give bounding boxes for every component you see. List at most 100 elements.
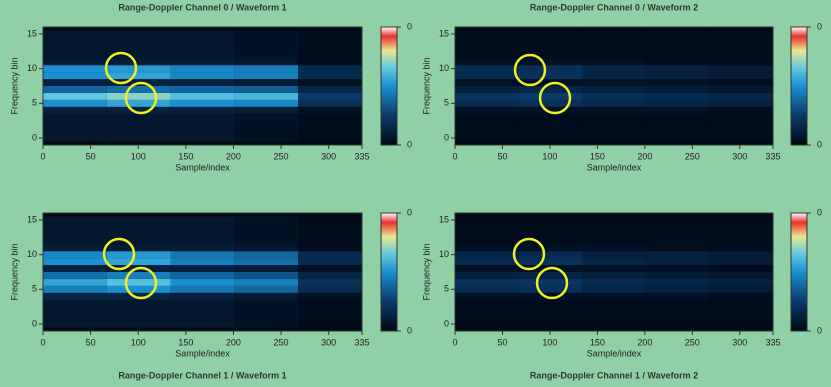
heatmap-cell <box>582 127 646 135</box>
heatmap-cell <box>582 113 646 121</box>
heatmap-cell <box>518 306 583 314</box>
heatmap-cell <box>170 237 235 245</box>
heatmap-cell <box>106 251 171 259</box>
heatmap-cell <box>106 292 171 300</box>
x-tick-label: 0 <box>452 151 457 161</box>
heatmap-cell <box>455 223 519 231</box>
colorbar-tick-label: 0 <box>407 207 412 217</box>
heatmap-cell <box>518 320 583 328</box>
heatmap-cell <box>43 120 107 128</box>
heatmap-cell <box>298 99 362 107</box>
plot-frame <box>42 212 363 332</box>
heatmap-cell <box>645 258 710 266</box>
plot-frame <box>454 212 774 332</box>
heatmap-cell <box>234 44 299 52</box>
heatmap-cell <box>455 120 519 128</box>
heatmap-cell <box>106 230 171 238</box>
heatmap-cell <box>298 306 362 314</box>
x-tick-label: 200 <box>226 337 241 347</box>
heatmap-cell <box>234 244 299 252</box>
heatmap-cell <box>645 134 710 142</box>
y-axis-label: Frequency bin <box>421 57 431 114</box>
heatmap-cell <box>298 285 362 293</box>
heatmap-cell <box>298 37 362 45</box>
heatmap-cell <box>170 51 235 59</box>
heatmap-cell <box>518 223 583 231</box>
x-tick-label: 50 <box>86 337 96 347</box>
x-tick-label: 300 <box>321 151 336 161</box>
heatmap-cell <box>43 216 107 224</box>
heatmap-cell <box>234 230 299 238</box>
heatmap-cell <box>709 99 773 107</box>
heatmap-cell <box>518 86 583 93</box>
heatmap-cell <box>234 79 299 86</box>
heatmap-cell <box>106 244 171 252</box>
y-tick-label: 5 <box>444 284 449 294</box>
heatmap-cell <box>582 292 646 300</box>
colorbar <box>790 26 808 146</box>
heatmap-cell <box>518 72 583 80</box>
heatmap-cell <box>298 272 362 279</box>
x-tick-label: 100 <box>131 151 146 161</box>
heatmap-cell <box>43 251 107 259</box>
heatmap-cell <box>43 292 107 300</box>
heatmap-cell <box>170 278 235 286</box>
heatmap-cell <box>170 72 235 80</box>
heatmap-cell <box>298 292 362 300</box>
heatmap-cell <box>298 86 362 93</box>
heatmap-cell <box>582 134 646 142</box>
heatmap-cell <box>582 51 646 59</box>
x-tick-label: 250 <box>274 151 289 161</box>
heatmap-cell <box>234 292 299 300</box>
heatmap-cell <box>709 65 773 73</box>
heatmap-cell <box>455 58 519 66</box>
heatmap-cell <box>455 299 519 307</box>
y-tick-label: 0 <box>444 318 449 328</box>
heatmap-cell <box>106 92 171 100</box>
heatmap-cell <box>170 306 235 314</box>
heatmap-cell <box>518 251 583 259</box>
x-axis-label: Sample/index <box>175 162 230 172</box>
heatmap-cell <box>106 106 171 114</box>
heatmap-cell <box>455 251 519 259</box>
heatmap-cell <box>234 30 299 38</box>
heatmap-cell <box>43 299 107 307</box>
heatmap-cell <box>298 92 362 100</box>
x-tick-label: 100 <box>131 337 146 347</box>
heatmap-cell <box>170 320 235 328</box>
heatmap-cell <box>455 92 519 100</box>
heatmap-cell <box>709 292 773 300</box>
heatmap-cell <box>106 272 171 279</box>
y-axis-label: Frequency bin <box>9 57 19 114</box>
heatmap-cell <box>43 79 107 86</box>
heatmap-cell <box>518 258 583 266</box>
colorbar-tick-label: 0 <box>817 21 822 31</box>
heatmap-cell <box>43 278 107 286</box>
x-tick-label: 50 <box>497 337 507 347</box>
heatmap-cell <box>234 313 299 321</box>
heatmap-cell <box>455 86 519 93</box>
heatmap-cell <box>645 86 710 93</box>
heatmap-cell <box>106 37 171 45</box>
heatmap-cell <box>455 285 519 293</box>
heatmap-cell <box>645 272 710 279</box>
heatmap-cell <box>170 285 235 293</box>
heatmap-cell <box>170 258 235 266</box>
heatmap-cell <box>518 106 583 114</box>
heatmap-cell <box>106 86 171 93</box>
heatmap-cell <box>43 237 107 245</box>
heatmap-cell <box>234 223 299 231</box>
heatmap-cell <box>455 237 519 245</box>
heatmap-cell <box>709 72 773 80</box>
heatmap-cell <box>43 320 107 328</box>
highlight-circle <box>104 51 138 85</box>
heatmap-cell <box>234 299 299 307</box>
heatmap-cell <box>645 278 710 286</box>
heatmap-cell <box>298 216 362 224</box>
heatmap-cell <box>455 79 519 86</box>
x-tick-label: 300 <box>732 151 747 161</box>
heatmap-cell <box>455 292 519 300</box>
heatmap-cell <box>106 216 171 224</box>
y-tick-label: 15 <box>27 28 37 38</box>
heatmap-cell <box>645 58 710 66</box>
